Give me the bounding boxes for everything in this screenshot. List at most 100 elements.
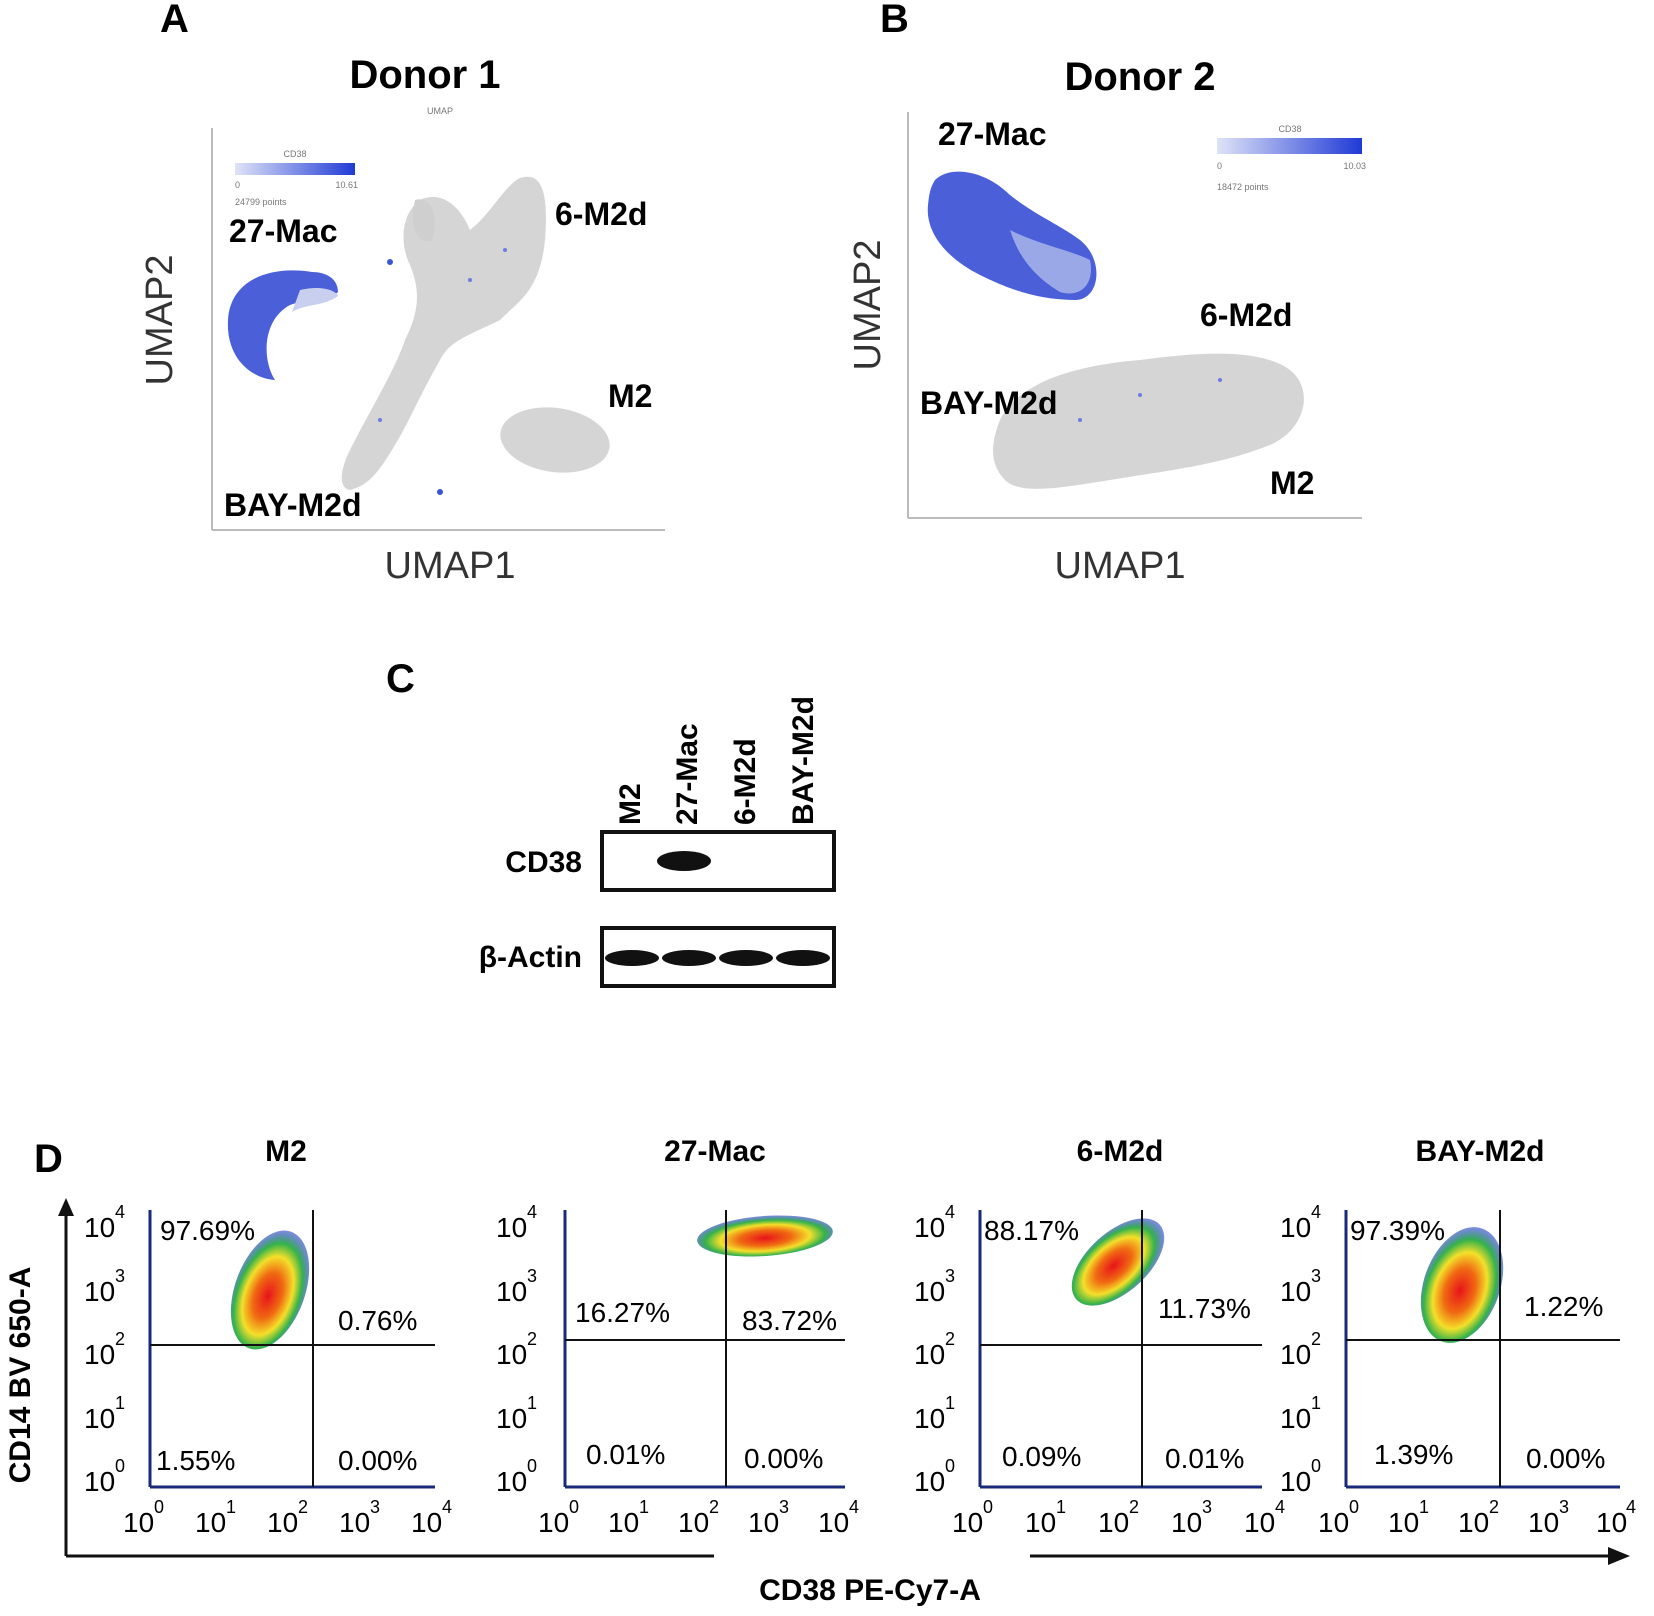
y-tick-exp: 0 xyxy=(527,1456,537,1476)
x-tick-exp: 1 xyxy=(639,1497,649,1517)
y-tick-exp: 1 xyxy=(115,1393,125,1413)
flow-plot-baym2d: BAY-M2d 97.39% 1.22% 1.39% 0.00% 10 4 10 3… xyxy=(1280,1135,1636,1538)
panel-a-legend-max: 10.61 xyxy=(335,180,358,190)
y-tick-exp: 4 xyxy=(527,1202,537,1222)
x-tick-exp: 3 xyxy=(1202,1497,1212,1517)
quadrant-ur: 11.73% xyxy=(1158,1293,1251,1324)
panel-a-upper-fragment xyxy=(412,199,435,242)
x-tick-exp: 0 xyxy=(983,1497,993,1517)
blot-cd38-band xyxy=(657,851,711,871)
panel-a-legend-min: 0 xyxy=(235,180,240,190)
x-tick-exp: 0 xyxy=(154,1497,164,1517)
panel-c-label: C xyxy=(386,657,415,701)
blot-cd38-frame xyxy=(600,830,836,892)
panel-a-27mac-cluster xyxy=(227,270,338,380)
panel-b-cluster-m2: M2 xyxy=(1270,465,1314,501)
y-tick-10: 10 xyxy=(84,1212,115,1243)
panel-c: C M2 27-Mac 6-M2d BAY-M2d CD38 β-Actin xyxy=(386,657,836,988)
x-tick-10: 10 xyxy=(1458,1507,1489,1538)
panel-a-title: Donor 1 xyxy=(349,53,500,97)
y-tick-10: 10 xyxy=(496,1339,527,1370)
x-tick-10: 10 xyxy=(339,1507,370,1538)
lane-label: 6-M2d xyxy=(729,738,762,825)
quadrant-lr: 0.01% xyxy=(1165,1443,1244,1474)
panel-b-xlabel: UMAP1 xyxy=(1055,545,1186,587)
quadrant-lr: 0.00% xyxy=(338,1445,417,1476)
panel-a-cluster-baym2d: BAY-M2d xyxy=(224,487,362,523)
flow-plot-title: BAY-M2d xyxy=(1416,1135,1545,1168)
x-tick-10: 10 xyxy=(123,1507,154,1538)
quadrant-ul: 97.69% xyxy=(160,1215,255,1246)
x-tick-10: 10 xyxy=(267,1507,298,1538)
x-tick-10: 10 xyxy=(1596,1507,1627,1538)
y-tick-10: 10 xyxy=(914,1403,945,1434)
y-tick-10: 10 xyxy=(1280,1466,1311,1497)
y-tick-exp: 0 xyxy=(1311,1456,1321,1476)
panel-a: A Donor 1 UMAP CD38 0 10.61 24799 points… xyxy=(139,0,665,587)
quadrant-ur: 1.22% xyxy=(1524,1291,1603,1322)
panel-b-title: Donor 2 xyxy=(1064,55,1215,99)
x-tick-10: 10 xyxy=(1388,1507,1419,1538)
y-tick-exp: 0 xyxy=(945,1456,955,1476)
lane-label: 27-Mac xyxy=(671,723,704,825)
x-tick-exp: 4 xyxy=(849,1497,859,1517)
y-tick-exp: 1 xyxy=(945,1393,955,1413)
x-tick-10: 10 xyxy=(1025,1507,1056,1538)
x-tick-exp: 1 xyxy=(1419,1497,1429,1517)
panel-a-legend-bar xyxy=(235,163,355,175)
flow-plot-title: 6-M2d xyxy=(1077,1135,1164,1168)
flow-plot-27mac: 27-Mac 16.27% 83.72% 0.01% 0.00% 10 4 10 3… xyxy=(496,1135,859,1538)
blot-actin-band xyxy=(719,950,773,966)
flow-density-cloud xyxy=(230,1230,310,1350)
quadrant-ul: 97.39% xyxy=(1350,1215,1445,1246)
x-tick-10: 10 xyxy=(748,1507,779,1538)
y-tick-10: 10 xyxy=(496,1276,527,1307)
quadrant-ur: 83.72% xyxy=(742,1305,837,1336)
x-tick-10: 10 xyxy=(818,1507,849,1538)
quadrant-ul: 88.17% xyxy=(984,1215,1079,1246)
flow-plot-title: M2 xyxy=(265,1135,307,1168)
blot-actin-band xyxy=(662,950,716,966)
y-tick-10: 10 xyxy=(1280,1212,1311,1243)
x-tick-10: 10 xyxy=(1098,1507,1129,1538)
y-tick-10: 10 xyxy=(496,1403,527,1434)
y-tick-exp: 3 xyxy=(1311,1266,1321,1286)
x-tick-exp: 3 xyxy=(370,1497,380,1517)
panel-b-cluster-27mac: 27-Mac xyxy=(938,116,1047,152)
panel-a-dot xyxy=(387,259,393,265)
x-tick-exp: 2 xyxy=(298,1497,308,1517)
panel-b-legend-name: CD38 xyxy=(1278,124,1301,134)
flow-plot-title: 27-Mac xyxy=(664,1135,766,1168)
panel-b-dot xyxy=(1138,393,1142,397)
panel-a-cluster-6m2d: 6-M2d xyxy=(555,196,647,232)
panel-a-label: A xyxy=(160,0,189,41)
panel-a-cluster-m2: M2 xyxy=(608,378,652,414)
quadrant-lr: 0.00% xyxy=(744,1443,823,1474)
panel-a-dot xyxy=(378,418,382,422)
panel-a-m2-cluster xyxy=(500,407,610,473)
flow-density-cloud xyxy=(1420,1227,1504,1343)
x-tick-exp: 4 xyxy=(442,1497,452,1517)
x-tick-10: 10 xyxy=(195,1507,226,1538)
y-tick-10: 10 xyxy=(914,1466,945,1497)
blot-label-cd38: CD38 xyxy=(505,846,582,879)
panel-d-y-arrowhead xyxy=(58,1198,74,1216)
quadrant-lr: 0.00% xyxy=(1526,1443,1605,1474)
panel-a-legend-points: 24799 points xyxy=(235,197,287,207)
y-tick-10: 10 xyxy=(914,1212,945,1243)
y-tick-10: 10 xyxy=(496,1466,527,1497)
x-tick-exp: 0 xyxy=(1349,1497,1359,1517)
x-tick-exp: 2 xyxy=(709,1497,719,1517)
y-tick-10: 10 xyxy=(496,1212,527,1243)
panel-d-ylabel: CD14 BV 650-A xyxy=(4,1267,37,1484)
blot-label-actin: β-Actin xyxy=(479,941,582,974)
panel-b-legend-min: 0 xyxy=(1217,161,1222,171)
x-tick-10: 10 xyxy=(952,1507,983,1538)
blot-actin-band xyxy=(605,950,659,966)
panel-a-cluster-27mac: 27-Mac xyxy=(229,213,338,249)
x-tick-exp: 4 xyxy=(1626,1497,1636,1517)
panel-b-27mac-cluster-light xyxy=(1010,230,1091,294)
x-tick-exp: 1 xyxy=(226,1497,236,1517)
panel-b-legend-bar xyxy=(1217,138,1362,154)
panel-b-cluster-baym2d: BAY-M2d xyxy=(920,385,1058,421)
